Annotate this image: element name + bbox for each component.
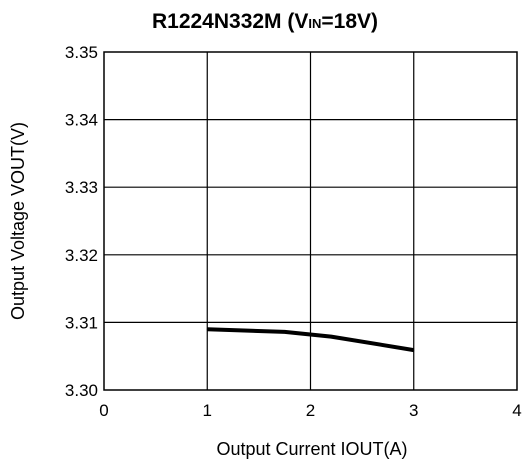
y-tick-labels: 3.30 3.31 3.32 3.33 3.34 3.35 <box>65 43 98 400</box>
chart-title: R1224N332M (VIN=18V) <box>152 10 378 33</box>
y-tick-label: 3.30 <box>65 381 98 400</box>
x-tick-label: 3 <box>409 401 418 420</box>
y-tick-label: 3.34 <box>65 111 98 130</box>
x-tick-label: 1 <box>203 401 212 420</box>
y-tick-label: 3.32 <box>65 246 98 265</box>
x-tick-label: 4 <box>512 401 521 420</box>
series-line-0 <box>207 327 415 353</box>
data-point <box>206 328 208 330</box>
y-tick-label: 3.33 <box>65 178 98 197</box>
y-tick-label: 3.31 <box>65 313 98 332</box>
data-point <box>413 349 415 351</box>
x-tick-label: 2 <box>306 401 315 420</box>
data-point <box>284 331 286 333</box>
grid <box>104 52 517 390</box>
x-tick-labels: 0 1 2 3 4 <box>99 401 521 420</box>
plot-frame <box>103 51 518 391</box>
y-axis-label: Output Voltage VOUT(V) <box>8 122 28 320</box>
data-point <box>330 336 332 338</box>
y-tick-label: 3.35 <box>65 43 98 62</box>
x-axis-label: Output Current IOUT(A) <box>216 439 407 459</box>
series-layer <box>206 327 415 353</box>
x-tick-label: 0 <box>99 401 108 420</box>
